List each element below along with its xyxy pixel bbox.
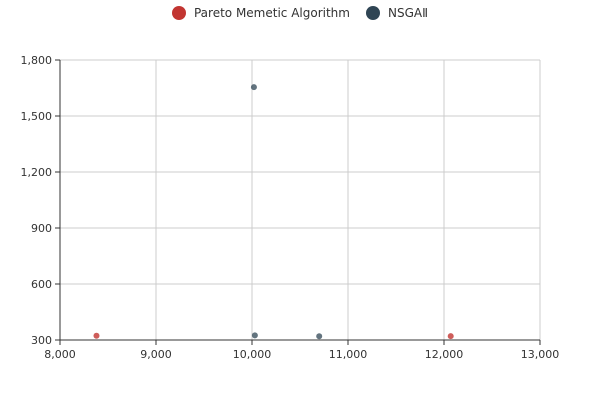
x-tick-label: 9,000	[140, 348, 172, 361]
data-point-series-1[interactable]	[316, 333, 323, 340]
y-tick-label: 1,500	[21, 110, 53, 123]
legend-marker-nsga2	[365, 6, 380, 20]
legend-label-pareto: Pareto Memetic Algorithm	[193, 6, 350, 20]
x-tick-label: 10,000	[233, 348, 272, 361]
y-tick-label: 600	[31, 278, 52, 291]
y-tick-label: 1,800	[21, 54, 53, 67]
y-tick-label: 300	[31, 334, 52, 347]
legend-label-nsga2: NSGAⅡ	[387, 6, 428, 20]
y-tick-label: 900	[31, 222, 52, 235]
x-tick-label: 11,000	[329, 348, 368, 361]
x-tick-label: 13,000	[521, 348, 560, 361]
legend-item-nsga2[interactable]: NSGAⅡ	[365, 6, 428, 20]
y-tick-label: 1,200	[21, 166, 53, 179]
data-point-series-1[interactable]	[251, 332, 258, 339]
axes	[55, 59, 541, 345]
legend: Pareto Memetic Algorithm NSGAⅡ	[0, 4, 600, 22]
grid-lines	[60, 59, 541, 340]
x-tick-label: 8,000	[44, 348, 76, 361]
tick-labels: 8,000 9,000 10,000 11,000 12,000 13,000 300 600…	[21, 54, 560, 361]
data-point-series-0[interactable]	[93, 332, 100, 339]
legend-item-pareto-memetic-algorithm[interactable]: Pareto Memetic Algorithm	[171, 6, 350, 20]
legend-marker-pareto	[171, 6, 186, 20]
data-point-series-0[interactable]	[447, 333, 454, 340]
x-tick-label: 12,000	[425, 348, 464, 361]
data-point-series-1[interactable]	[250, 84, 257, 91]
data-points	[93, 84, 454, 340]
